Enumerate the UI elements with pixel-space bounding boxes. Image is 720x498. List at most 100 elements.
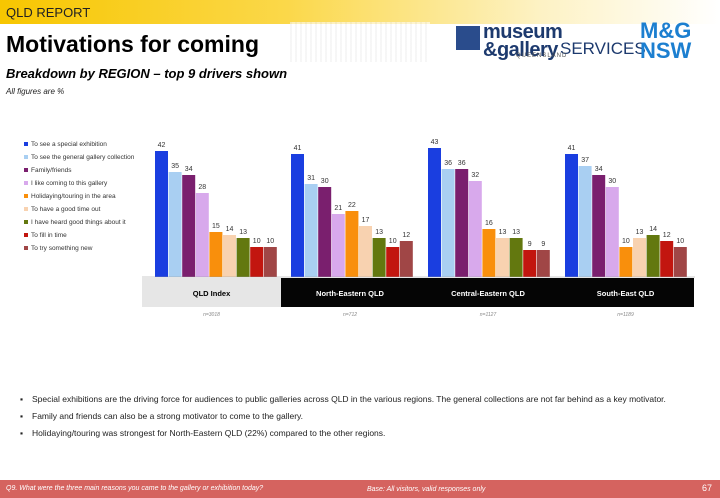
bar — [496, 238, 509, 277]
legend-swatch — [24, 142, 28, 147]
legend-label: To try something new — [31, 245, 93, 252]
bar-value-label: 31 — [307, 175, 315, 182]
bar — [223, 235, 236, 277]
mg-nsw-logo: M&G NSW — [640, 18, 720, 66]
bar — [536, 250, 550, 277]
bar-value-label: 34 — [595, 166, 603, 173]
logo-text-gallery: &gallery — [483, 39, 558, 61]
legend-item: To try something new — [24, 242, 134, 255]
bar-value-label: 10 — [266, 238, 274, 245]
legend-swatch — [24, 246, 28, 251]
bar-value-label: 35 — [171, 163, 179, 170]
bar — [482, 229, 496, 277]
bar — [195, 193, 209, 277]
logo-text-museum: museum — [483, 21, 563, 43]
bar — [386, 247, 400, 277]
bar — [399, 241, 413, 277]
legend-swatch — [24, 207, 28, 212]
report-banner: QLD REPORT — [0, 0, 720, 24]
bar-value-label: 16 — [485, 220, 493, 227]
legend-item: To have a good time out — [24, 203, 134, 216]
key-findings: ▪ Special exhibitions are the driving fo… — [20, 394, 700, 445]
legend-swatch — [24, 194, 28, 199]
legend-item: I have heard good things about it — [24, 216, 134, 229]
bar — [523, 250, 537, 277]
bar-value-label: 17 — [362, 217, 370, 224]
legend-swatch — [24, 220, 28, 225]
region-label-band — [557, 278, 694, 307]
base-note: Base: All visitors, valid responses only — [367, 486, 486, 493]
finding-text: Special exhibitions are the driving forc… — [32, 394, 666, 404]
region-label: QLD Index — [193, 289, 231, 298]
finding-text: Holidaying/touring was strongest for Nor… — [32, 428, 386, 438]
page-number: 67 — [702, 483, 713, 493]
sample-size-label: n=712 — [343, 312, 357, 318]
chart-legend: To see a special exhibition To see the ge… — [24, 138, 134, 255]
survey-question: Q9. What were the three main reasons you… — [6, 485, 264, 492]
bar-value-label: 22 — [348, 202, 356, 209]
bar — [372, 238, 386, 277]
bar-value-label: 9 — [541, 241, 545, 248]
region-label: South-East QLD — [597, 289, 655, 298]
bar-value-label: 32 — [471, 172, 479, 179]
bar — [168, 172, 182, 277]
footer-bar: Q9. What were the three main reasons you… — [0, 480, 720, 498]
bullet-marker: ▪ — [20, 411, 24, 421]
bar — [509, 238, 523, 277]
bar — [250, 247, 264, 277]
bar — [428, 148, 441, 277]
bar-value-label: 36 — [444, 160, 452, 167]
bar — [646, 235, 660, 277]
sample-size-label: n=3018 — [203, 312, 220, 318]
legend-item: Family/friends — [24, 164, 134, 177]
logo-text-nsw: NSW — [640, 38, 692, 63]
finding-bullet: ▪ Holidaying/touring was strongest for N… — [20, 428, 700, 439]
page-title: Motivations for coming — [6, 31, 259, 57]
legend-label: Family/friends — [31, 167, 72, 174]
bar — [359, 226, 372, 277]
legend-swatch — [24, 233, 28, 238]
legend-item: To fill in time — [24, 229, 134, 242]
motivations-bar-chart: 42 35 34 28 15 14 13 10 10 QLD Index n=3018 41 31 30 2… — [142, 139, 695, 318]
figures-note: All figures are % — [6, 87, 65, 96]
bar — [263, 247, 277, 277]
bar-value-label: 34 — [185, 166, 193, 173]
legend-label: To see the general gallery collection — [31, 154, 135, 161]
bar — [468, 181, 482, 277]
bar-value-label: 28 — [198, 184, 206, 191]
bar-value-label: 43 — [431, 139, 439, 146]
bar-value-label: 14 — [649, 226, 657, 233]
museum-gallery-services-logo: museum &gallery SERVICES QUEENSLAND — [456, 21, 646, 62]
bar — [592, 175, 606, 277]
bar-value-label: 15 — [212, 223, 220, 230]
legend-swatch — [24, 168, 28, 173]
legend-item: Holidaying/touring in the area — [24, 190, 134, 203]
bullet-marker: ▪ — [20, 428, 24, 438]
finding-bullet: ▪ Special exhibitions are the driving fo… — [20, 394, 700, 405]
bar-value-label: 13 — [636, 229, 644, 236]
bar — [565, 154, 578, 277]
logo-text-services: SERVICES — [560, 39, 646, 58]
bar — [155, 151, 168, 277]
bar-value-label: 36 — [458, 160, 466, 167]
report-tag: QLD REPORT — [6, 5, 91, 20]
bar-value-label: 30 — [321, 178, 329, 185]
bar — [633, 238, 646, 277]
bar — [455, 169, 469, 277]
region-label-band — [142, 278, 281, 307]
legend-label: I have heard good things about it — [31, 219, 126, 226]
legend-label: To fill in time — [31, 232, 67, 239]
bar — [619, 247, 633, 277]
decorative-pattern — [290, 22, 430, 62]
bar-value-label: 13 — [239, 229, 247, 236]
legend-label: Holidaying/touring in the area — [31, 193, 116, 200]
legend-item: To see the general gallery collection — [24, 151, 134, 164]
bar-value-label: 30 — [608, 178, 616, 185]
bar-value-label: 12 — [402, 232, 410, 239]
bar-value-label: 13 — [499, 229, 507, 236]
logo-text-queensland: QUEENSLAND — [516, 53, 568, 59]
page-subtitle: Breakdown by REGION – top 9 drivers show… — [6, 66, 288, 81]
finding-text: Family and friends can also be a strong … — [32, 411, 304, 421]
bar-value-label: 10 — [253, 238, 261, 245]
bar — [578, 166, 592, 277]
